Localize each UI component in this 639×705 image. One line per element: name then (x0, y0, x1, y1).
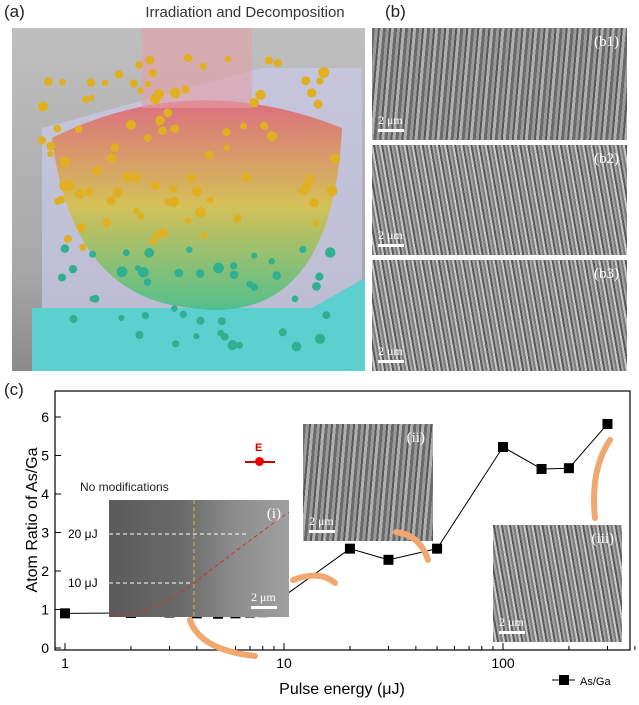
data-point (536, 463, 547, 474)
e-field-label: E (255, 442, 263, 454)
sem-image-b2: (b2) 2 μm (372, 145, 627, 255)
arrow-icon (591, 437, 613, 521)
panel-a-label: (a) (4, 2, 25, 21)
inset-label: (iii) (591, 531, 615, 547)
data-point (60, 608, 70, 619)
decomposition-render (12, 28, 365, 371)
y-tick-label: 6 (41, 409, 49, 425)
inset-iii: (iii) 2 μm (493, 525, 622, 642)
x-axis-label: Pulse energy (μJ) (279, 681, 405, 698)
y-tick-label: 0 (41, 640, 49, 656)
x-tick-label: 100 (491, 655, 515, 671)
data-point (344, 543, 355, 554)
inset-label: (i) (266, 506, 281, 522)
e-field-dot-icon (255, 457, 264, 466)
image-label: (b3) (594, 266, 619, 282)
panel-a-title: Irradiation and Decomposition (145, 4, 345, 21)
y-axis-label: Atom Ratio of As/Ga (24, 447, 41, 592)
sem-image-b1: (b1) 2 μm (372, 28, 627, 140)
arrow-icon (290, 572, 338, 586)
y-tick-label: 2 (41, 563, 49, 579)
data-point (432, 543, 443, 554)
line-20uj-label: 20 μJ (68, 527, 98, 541)
x-tick-label: 10 (276, 655, 292, 671)
arrow-icon (187, 617, 258, 659)
scale-bar: 2 μm (378, 344, 404, 363)
y-tick-label: 4 (41, 486, 49, 502)
panel-b-label: (b) (385, 2, 406, 21)
scale-bar: 2 μm (499, 615, 525, 634)
x-tick-label: 1 (61, 655, 69, 671)
y-tick-label: 3 (41, 525, 49, 541)
data-point (498, 442, 508, 453)
data-point (383, 554, 394, 565)
image-label: (b2) (594, 151, 619, 167)
legend-label: As/Ga (580, 676, 611, 688)
arrow-icon (393, 529, 431, 563)
y-tick-label: 1 (41, 602, 49, 618)
inset-label: (ii) (406, 430, 425, 446)
data-point (602, 418, 613, 429)
scale-bar: 2 μm (309, 514, 335, 533)
y-tick-label: 5 (41, 448, 49, 464)
scale-bar: 2 μm (251, 590, 277, 609)
inset-i: (i) 2 μm (109, 500, 289, 617)
line-10uj-label: 10 μJ (68, 576, 98, 590)
plot-frame (54, 390, 631, 651)
sem-image-b3: (b3) 2 μm (372, 260, 627, 371)
legend-marker (559, 675, 569, 685)
inset-ii: (ii) 2 μm (303, 424, 433, 541)
scale-bar: 2 μm (378, 228, 404, 247)
scale-bar: 2 μm (378, 113, 404, 132)
image-label: (b1) (594, 34, 619, 50)
panel-c-label: (c) (4, 380, 24, 399)
no-modifications-label: No modifications (80, 480, 169, 494)
data-point (563, 463, 574, 474)
